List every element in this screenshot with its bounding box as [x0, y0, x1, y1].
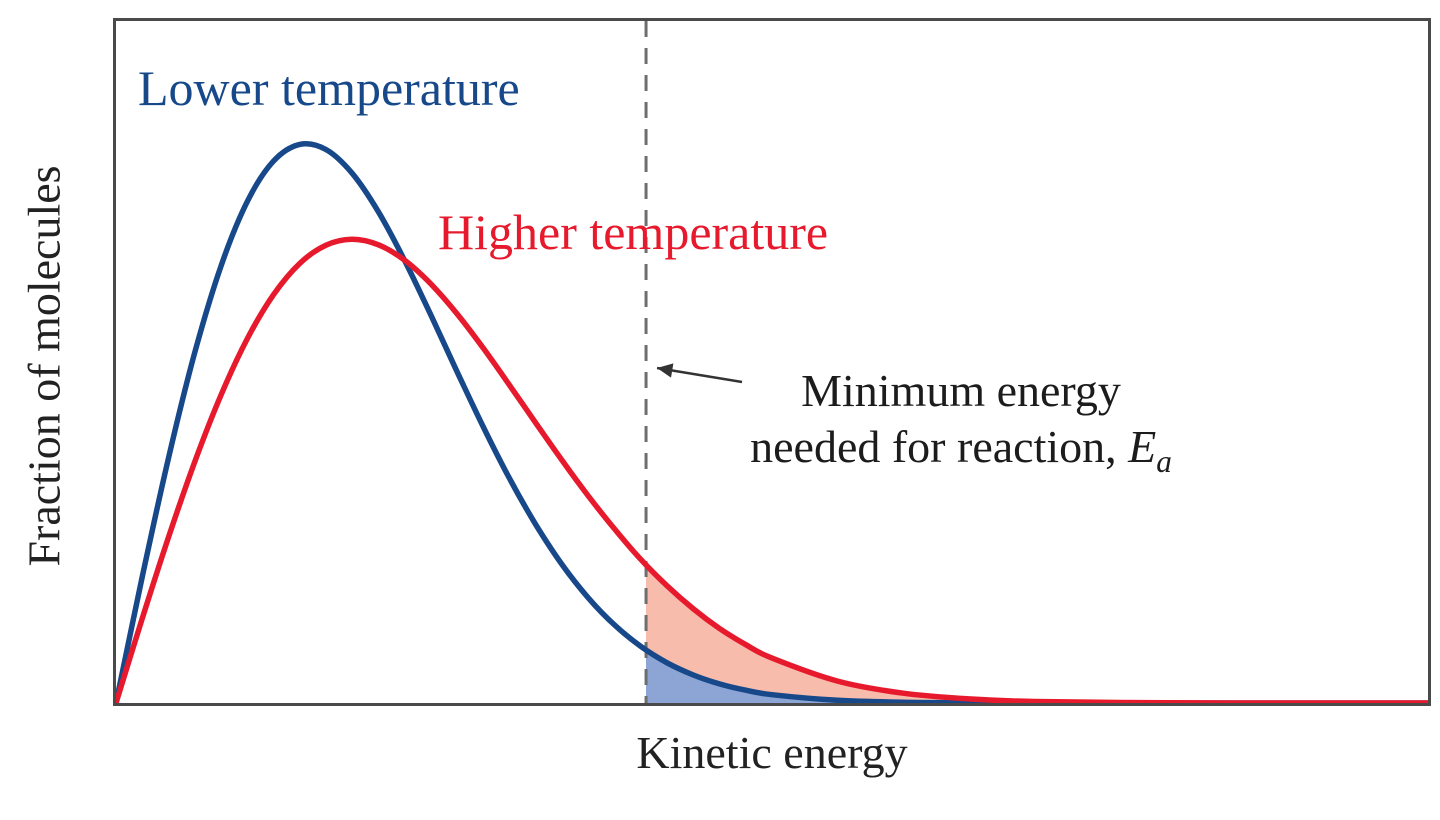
ea-symbol: E: [1128, 421, 1157, 473]
higher-temp-shaded-area: [646, 564, 1428, 703]
y-axis-label: Fraction of molecules: [18, 165, 70, 567]
annotation-line-1: Minimum energy: [801, 365, 1121, 416]
higher-temp-curve: [116, 236, 1428, 703]
annotation-arrowhead-icon: [657, 363, 674, 378]
annotation-line-2: needed for reaction, Ea: [681, 419, 1241, 481]
lower-temp-curve: [116, 140, 1428, 703]
higher-temperature-label: Higher temperature: [438, 204, 829, 260]
annotation-line-2-text: needed for reaction,: [750, 421, 1129, 473]
distribution-curves-svg: [116, 21, 1428, 703]
plot-area: Lower temperature Higher temperature Min…: [113, 18, 1431, 706]
x-axis-label: Kinetic energy: [636, 727, 908, 778]
activation-energy-annotation: Minimum energy needed for reaction, Ea: [681, 363, 1241, 481]
ea-symbol-subscript: a: [1156, 444, 1172, 480]
lower-temperature-label: Lower temperature: [138, 60, 520, 116]
lower-temp-shaded-area: [646, 649, 1428, 703]
